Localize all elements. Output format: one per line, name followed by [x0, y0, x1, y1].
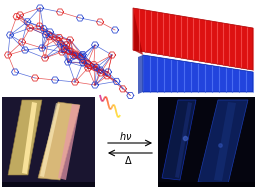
Polygon shape	[162, 100, 196, 180]
Polygon shape	[138, 55, 143, 94]
Polygon shape	[214, 102, 236, 181]
Text: $h\nu$: $h\nu$	[119, 130, 133, 142]
Polygon shape	[40, 103, 60, 177]
Polygon shape	[175, 102, 192, 178]
Polygon shape	[158, 182, 255, 187]
Polygon shape	[198, 100, 248, 184]
Polygon shape	[38, 102, 80, 180]
Polygon shape	[133, 8, 143, 55]
Polygon shape	[22, 102, 37, 174]
Polygon shape	[58, 104, 80, 180]
Polygon shape	[8, 100, 42, 175]
Polygon shape	[2, 97, 95, 187]
Polygon shape	[133, 8, 253, 70]
Polygon shape	[158, 97, 255, 187]
Polygon shape	[143, 55, 253, 92]
Polygon shape	[2, 182, 95, 187]
Text: $\Delta$: $\Delta$	[124, 154, 132, 166]
